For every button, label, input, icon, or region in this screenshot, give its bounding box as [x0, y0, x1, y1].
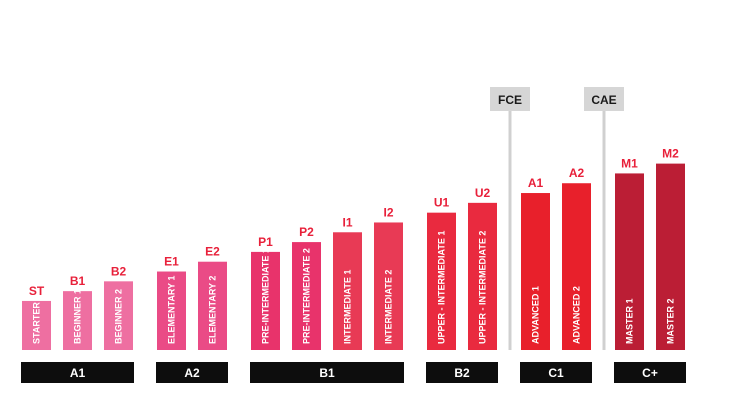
bar-code-e2: E2 [205, 245, 220, 259]
bar-i1 [333, 232, 362, 350]
bar-m1 [615, 173, 644, 350]
group-box-c1 [520, 362, 592, 383]
bar-code-a1: A1 [528, 176, 544, 190]
bar-label-a2: ADVANCED 2 [572, 286, 582, 344]
marker-label-cae: CAE [591, 93, 616, 107]
marker-box-fce [490, 87, 530, 111]
group-label-b2: B2 [454, 366, 470, 380]
bar-label-e1: ELEMENTARY 1 [167, 276, 177, 344]
bar-label-p2: PRE-INTERMEDIATE 2 [302, 248, 312, 344]
bar-code-e1: E1 [164, 255, 179, 269]
bar-p2 [292, 242, 321, 350]
bar-st [22, 300, 51, 350]
bar-label-m1: MASTER 1 [625, 298, 635, 344]
bar-label-m2: MASTER 2 [666, 298, 676, 344]
bar-code-a2: A2 [569, 166, 585, 180]
bar-a2 [562, 183, 591, 350]
bar-code-i2: I2 [383, 205, 393, 219]
bar-b2 [104, 281, 133, 350]
bar-code-b1: B1 [70, 274, 86, 288]
marker-box-cae [584, 87, 624, 111]
group-label-a1: A1 [70, 366, 86, 380]
bar-u2 [468, 202, 497, 350]
bar-code-b2: B2 [111, 264, 127, 278]
bar-label-e2: ELEMENTARY 2 [208, 276, 218, 344]
bar-code-u2: U2 [475, 186, 491, 200]
bar-b1 [63, 291, 92, 350]
bar-code-p1: P1 [258, 235, 273, 249]
group-label-b1: B1 [319, 366, 335, 380]
bar-u1 [427, 212, 456, 350]
bar-code-st: ST [29, 284, 45, 298]
marker-label-fce: FCE [498, 93, 522, 107]
bar-label-b1: BEGINNER 1 [73, 289, 83, 344]
group-label-a2: A2 [184, 366, 200, 380]
bar-i2 [374, 222, 403, 350]
bar-label-i2: INTERMEDIATE 2 [384, 270, 394, 344]
bar-a1 [521, 193, 550, 350]
bar-e1 [157, 271, 186, 350]
bar-p1 [251, 251, 280, 350]
bar-m2 [656, 163, 685, 350]
group-label-cplus: C+ [642, 366, 658, 380]
group-box-b2 [426, 362, 498, 383]
group-label-c1: C1 [548, 366, 564, 380]
group-box-a1 [21, 362, 134, 383]
bar-label-st: STARTER [32, 302, 42, 344]
bar-label-i1: INTERMEDIATE 1 [343, 270, 353, 344]
bar-label-p1: PRE-INTERMEDIATE 1 [261, 248, 271, 344]
exam-markers: FCE CAE [490, 87, 624, 350]
bar-code-m2: M2 [662, 147, 679, 161]
bar-code-m1: M1 [621, 156, 638, 170]
group-labels: A1 A2 B1 B2 C1 C+ [21, 362, 686, 383]
bar-label-u1: UPPER - INTERMEDIATE 1 [437, 231, 447, 344]
group-box-cplus [614, 362, 686, 383]
bar-e2 [198, 261, 227, 350]
bar-label-u2: UPPER - INTERMEDIATE 2 [478, 231, 488, 344]
bar-code-i1: I1 [342, 215, 352, 229]
bar-label-a1: ADVANCED 1 [531, 286, 541, 344]
bar-label-b2: BEGINNER 2 [114, 289, 124, 344]
group-box-a2 [156, 362, 228, 383]
bar-code-p2: P2 [299, 225, 314, 239]
bar-code-u1: U1 [434, 196, 450, 210]
group-box-b1 [250, 362, 404, 383]
